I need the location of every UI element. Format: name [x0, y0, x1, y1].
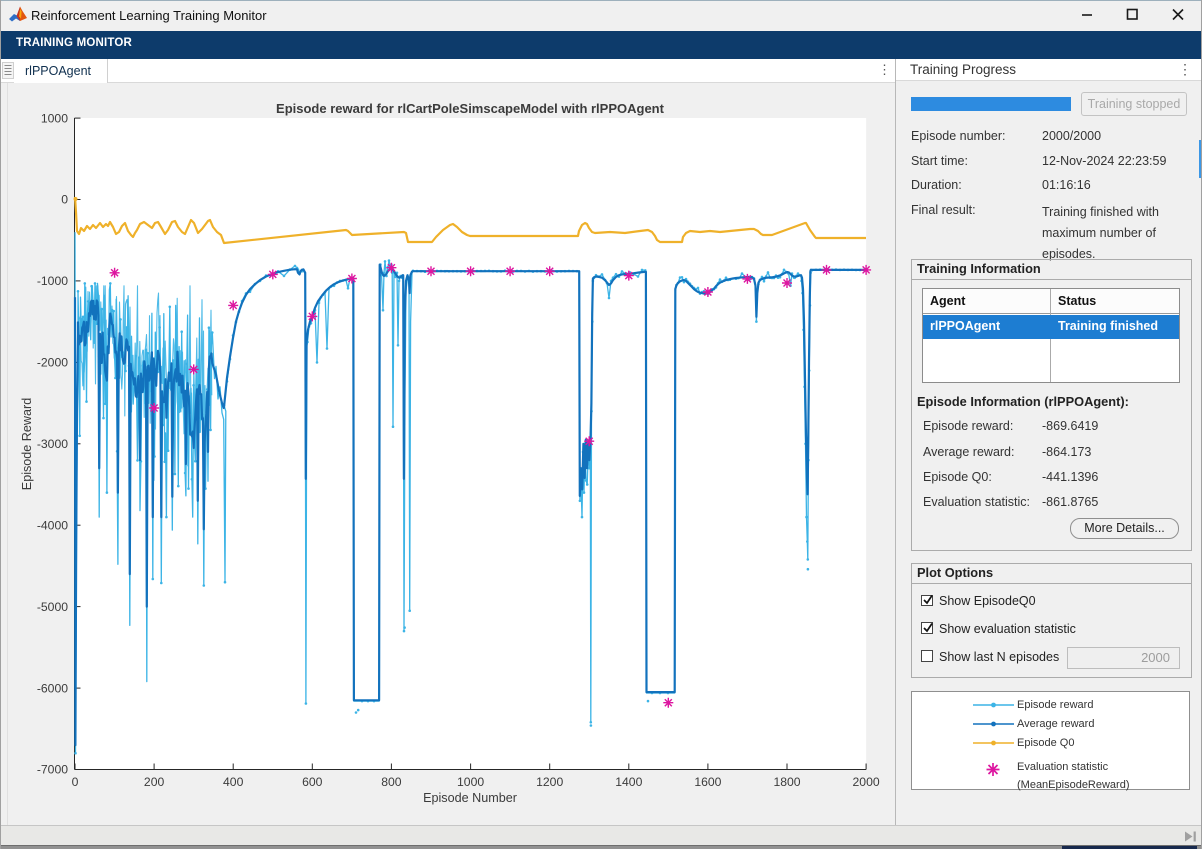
svg-text:-1000: -1000	[37, 274, 68, 288]
svg-text:2000: 2000	[853, 775, 880, 789]
svg-text:1600: 1600	[694, 775, 721, 789]
svg-text:1400: 1400	[615, 775, 642, 789]
svg-text:0: 0	[61, 193, 68, 207]
svg-text:Episode reward for rlCartPoleS: Episode reward for rlCartPoleSimscapeMod…	[276, 101, 665, 116]
svg-text:1000: 1000	[457, 775, 484, 789]
svg-text:1000: 1000	[41, 111, 68, 125]
svg-text:1800: 1800	[773, 775, 800, 789]
svg-text:-4000: -4000	[37, 518, 68, 532]
svg-text:800: 800	[381, 775, 402, 789]
svg-text:-2000: -2000	[37, 356, 68, 370]
svg-text:-3000: -3000	[37, 437, 68, 451]
svg-text:400: 400	[223, 775, 244, 789]
svg-text:Episode Number: Episode Number	[423, 791, 517, 805]
svg-text:600: 600	[302, 775, 323, 789]
svg-text:0: 0	[72, 775, 79, 789]
svg-text:Episode Reward: Episode Reward	[20, 398, 34, 490]
svg-text:-5000: -5000	[37, 600, 68, 614]
svg-text:-6000: -6000	[37, 681, 68, 695]
svg-text:1200: 1200	[536, 775, 563, 789]
svg-text:-7000: -7000	[37, 763, 68, 777]
svg-text:200: 200	[144, 775, 165, 789]
